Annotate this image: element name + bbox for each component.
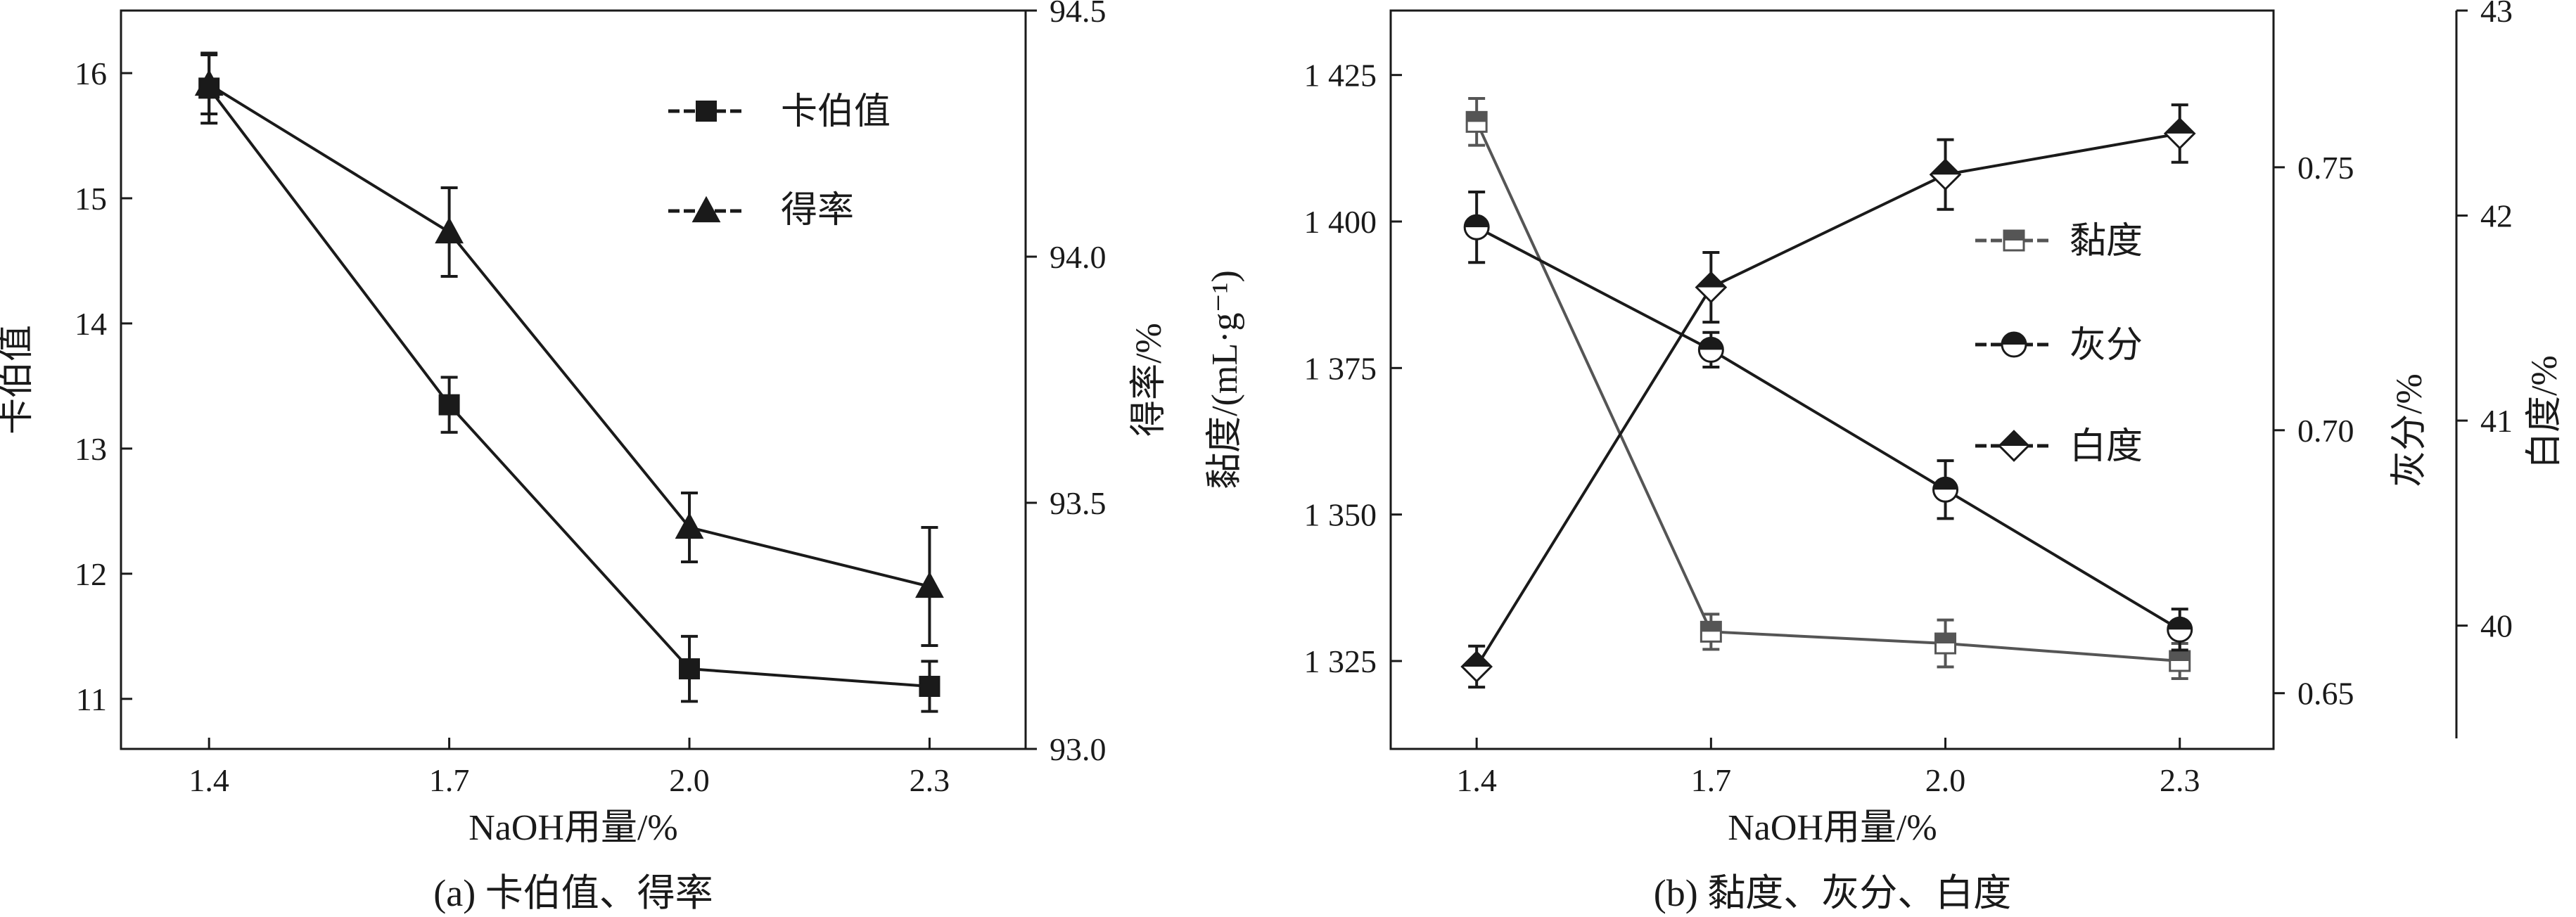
legend-label-ash: 灰分 bbox=[2070, 326, 2143, 366]
y-tick-label-1: 1 350 bbox=[1304, 497, 1377, 533]
panel-a-data bbox=[194, 51, 944, 713]
data-point-1-1-fill bbox=[1699, 338, 1723, 350]
data-point-0-1-fill bbox=[1701, 622, 1721, 632]
y2-tick-label-1: 93.5 bbox=[1050, 485, 1107, 521]
panel-a: 1.4 1.7 2.0 2.3 11 12 13 14 15 16 93.0 93.5 94.0 94.5… bbox=[0, 0, 1169, 914]
y-tick-label-4: 15 bbox=[75, 181, 107, 217]
legend-label-whiteness: 白度 bbox=[2070, 427, 2143, 467]
panel-a-frame bbox=[120, 9, 1027, 750]
data-point-1-1 bbox=[435, 217, 464, 244]
x-tick-label-3: 2.3 bbox=[910, 762, 950, 798]
x-tick-label-1: 1.7 bbox=[429, 762, 470, 798]
y-tick-label-0: 11 bbox=[76, 681, 107, 717]
y-tick-label-5: 16 bbox=[75, 56, 107, 91]
data-point-0-3-fill bbox=[2169, 651, 2190, 661]
panel-b: 1.4 1.7 2.0 2.3 1 325 1 350 1 375 1 400 1 425 0.6… bbox=[1205, 0, 2565, 914]
legend-label-viscosity: 黏度 bbox=[2070, 222, 2143, 262]
x-tick-label-2: 2.0 bbox=[669, 762, 710, 798]
y3-tick-label-1: 41 bbox=[2480, 403, 2513, 439]
x-tick-label-0: 1.4 bbox=[189, 762, 229, 798]
data-point-0-1 bbox=[438, 394, 460, 416]
panel-b-y3label: 白度/% bbox=[2525, 355, 2565, 469]
data-point-1-2-fill bbox=[1933, 477, 1958, 490]
data-point-0-0-fill bbox=[1467, 112, 1487, 122]
legend-whiteness-marker-fill bbox=[1999, 431, 2029, 446]
panel-b-xlabel: NaOH用量/% bbox=[1728, 808, 1937, 848]
y-tick-label-3: 1 400 bbox=[1304, 204, 1377, 240]
data-point-1-3-fill bbox=[2167, 617, 2192, 630]
panel-b-y2label: 灰分/% bbox=[2390, 373, 2430, 487]
y3-tick-label-3: 43 bbox=[2480, 0, 2513, 29]
y2-tick-label-0: 93.0 bbox=[1050, 731, 1107, 767]
x-tick-label-3: 2.3 bbox=[2160, 762, 2200, 798]
panel-a-caption: (a) 卡伯值、得率 bbox=[433, 872, 713, 914]
legend-label-yield: 得率 bbox=[781, 191, 854, 231]
data-point-2-2-fill bbox=[1930, 160, 1960, 175]
panel-a-y2label: 得率/% bbox=[1129, 323, 1169, 437]
legend-kappa-marker bbox=[696, 101, 717, 122]
data-point-1-3 bbox=[915, 571, 944, 598]
data-point-2-0-fill bbox=[1462, 652, 1491, 667]
panel-a-xlabel: NaOH用量/% bbox=[468, 808, 678, 848]
legend-ash-marker-fill bbox=[2002, 333, 2026, 345]
data-point-2-1-fill bbox=[1696, 272, 1726, 288]
series-line-1 bbox=[208, 83, 930, 588]
y2-tick-label-2: 0.75 bbox=[2297, 150, 2354, 186]
panel-a-ticks: 1.4 1.7 2.0 2.3 11 12 13 14 15 16 93.0 93.5 94.0 94.5 bbox=[75, 0, 1107, 798]
y-tick-label-2: 13 bbox=[75, 431, 107, 467]
series-line-0 bbox=[1475, 121, 2180, 662]
y-tick-label-4: 1 425 bbox=[1304, 58, 1377, 94]
y-tick-label-1: 12 bbox=[75, 556, 107, 592]
legend-label-kappa: 卡伯值 bbox=[781, 92, 891, 132]
data-point-2-3-fill bbox=[2165, 119, 2195, 134]
panel-a-ylabel: 卡伯值 bbox=[0, 325, 37, 435]
legend-viscosity-marker-fill bbox=[2004, 231, 2024, 241]
y2-tick-label-2: 94.0 bbox=[1050, 239, 1107, 275]
legend-yield-marker bbox=[691, 195, 721, 223]
panel-b-ylabel: 黏度/(mL·g⁻¹) bbox=[1205, 270, 1245, 489]
x-tick-label-1: 1.7 bbox=[1691, 762, 1732, 798]
panel-b-caption: (b) 黏度、灰分、白度 bbox=[1654, 872, 2011, 914]
panel-a-legend: 卡伯值 得率 bbox=[668, 92, 891, 231]
x-tick-label-2: 2.0 bbox=[1925, 762, 1966, 798]
y2-tick-label-3: 94.5 bbox=[1050, 0, 1107, 29]
y2-tick-label-1: 0.70 bbox=[2297, 413, 2354, 449]
data-point-0-3 bbox=[919, 676, 941, 698]
x-tick-label-0: 1.4 bbox=[1456, 762, 1497, 798]
data-point-1-2 bbox=[675, 512, 704, 539]
y2-tick-label-0: 0.65 bbox=[2297, 676, 2354, 712]
panel-b-data bbox=[1460, 97, 2196, 689]
data-point-0-2 bbox=[679, 658, 701, 680]
panel-b-legend: 黏度 灰分 白度 bbox=[1975, 222, 2143, 467]
panel-b-frame bbox=[1389, 9, 2275, 750]
series-line-2 bbox=[1475, 132, 2181, 668]
data-point-1-0-fill bbox=[1465, 215, 1489, 228]
data-point-1-0 bbox=[194, 69, 224, 96]
series-line-0 bbox=[208, 87, 930, 688]
y-tick-label-0: 1 325 bbox=[1304, 643, 1377, 679]
series-line-1 bbox=[1476, 226, 2181, 631]
y3-tick-label-2: 42 bbox=[2480, 198, 2513, 234]
y-tick-label-3: 14 bbox=[75, 306, 107, 342]
y3-tick-label-0: 40 bbox=[2480, 608, 2513, 644]
data-point-0-2-fill bbox=[1935, 634, 1956, 643]
y-tick-label-2: 1 375 bbox=[1304, 350, 1377, 386]
panel-b-ticks: 1.4 1.7 2.0 2.3 1 325 1 350 1 375 1 400 1 425 0.6… bbox=[1304, 0, 2513, 798]
